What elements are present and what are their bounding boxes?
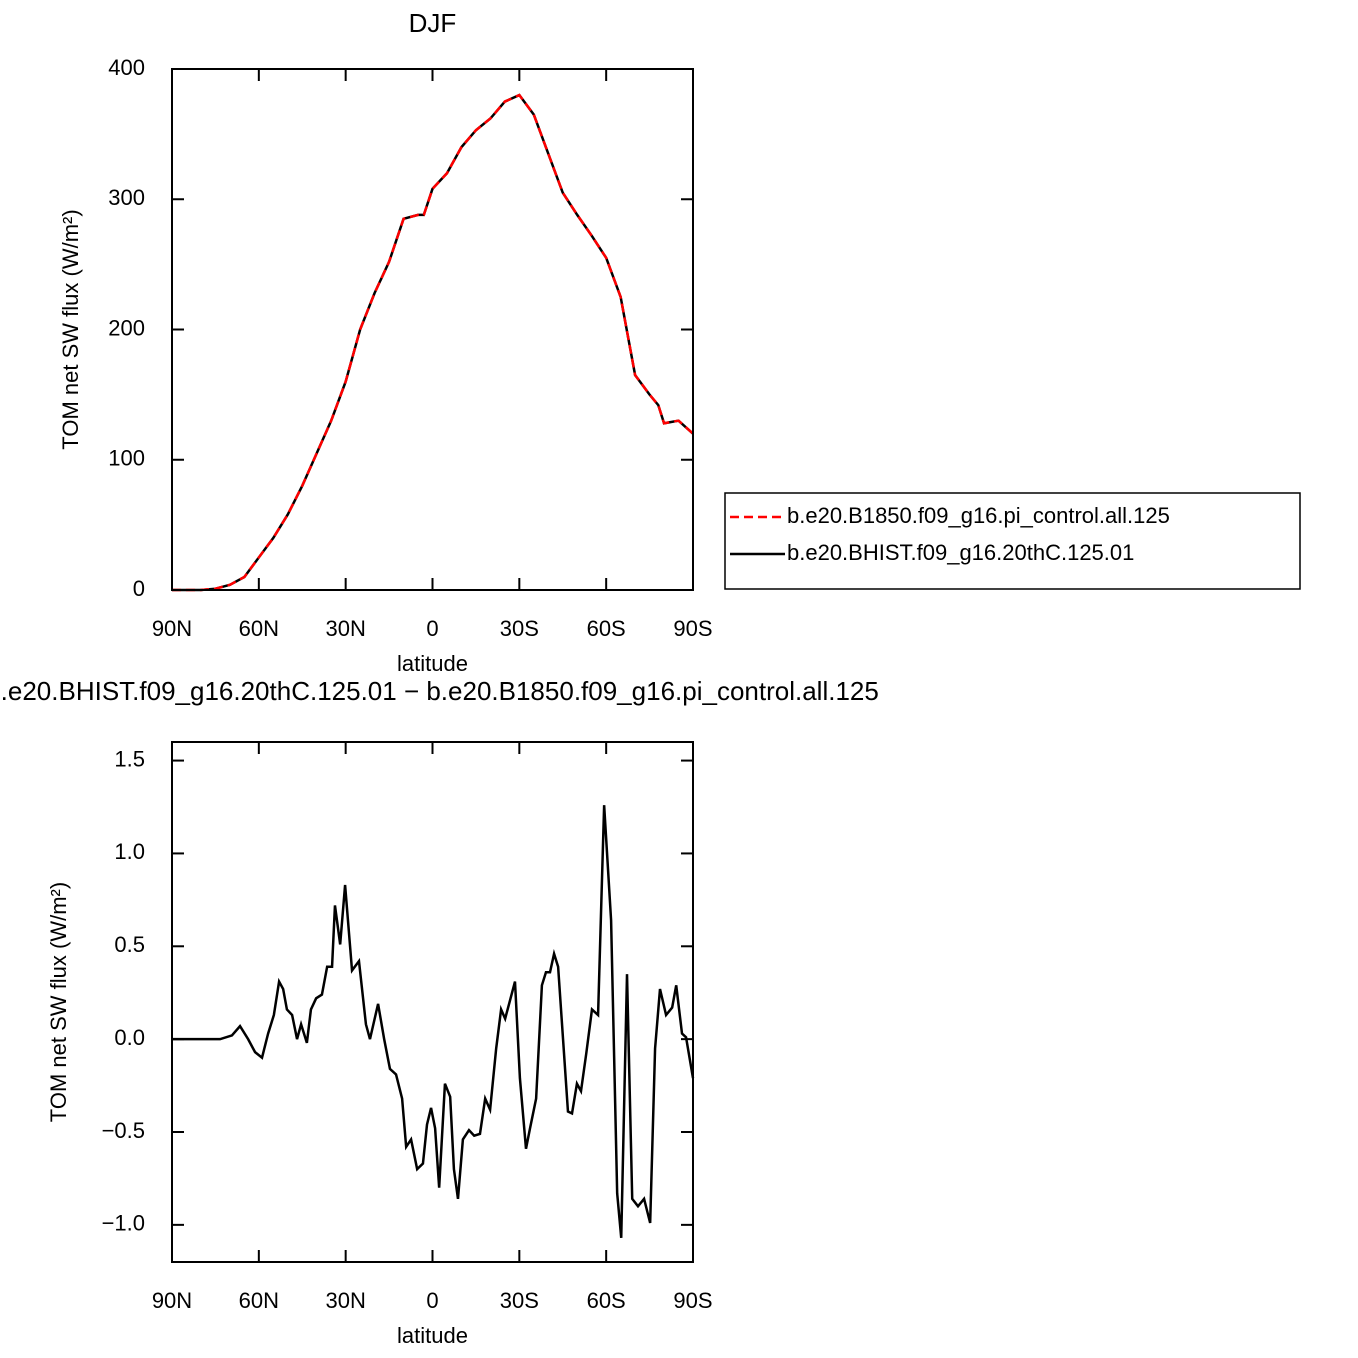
y-tick-label: 1.5 xyxy=(114,746,145,771)
y-tick-label: −0.5 xyxy=(102,1118,145,1143)
data-line xyxy=(172,93,694,592)
y-tick-label: 1.0 xyxy=(114,839,145,864)
x-tick-label: 60N xyxy=(239,1288,279,1313)
data-line xyxy=(172,805,695,1238)
x-tick-label: 30S xyxy=(500,1288,539,1313)
data-line xyxy=(172,93,694,592)
plot-frame xyxy=(171,68,694,591)
x-tick-label: 60S xyxy=(587,1288,626,1313)
y-tick-label: −1.0 xyxy=(102,1211,145,1236)
legend-box xyxy=(724,492,1301,590)
y-tick-label: 0.5 xyxy=(114,932,145,957)
y-tick-label: 0.0 xyxy=(114,1025,145,1050)
x-tick-label: 60N xyxy=(239,616,279,641)
x-axis-label: latitude xyxy=(397,651,468,676)
y-tick-label: 0 xyxy=(133,576,145,601)
plot-frame xyxy=(171,741,694,1263)
chart-title: DJF xyxy=(409,8,457,38)
x-tick-label: 90N xyxy=(152,616,192,641)
x-tick-label: 30N xyxy=(325,616,365,641)
y-axis-label: TOM net SW flux (W/m²) xyxy=(46,882,71,1122)
x-tick-label: 0 xyxy=(426,616,438,641)
y-tick-label: 200 xyxy=(108,315,145,340)
x-tick-label: 0 xyxy=(426,1288,438,1313)
chart-title: b.e20.BHIST.f09_g16.20thC.125.01 − b.e20… xyxy=(0,676,879,706)
legend-label: b.e20.BHIST.f09_g16.20thC.125.01 xyxy=(787,540,1134,565)
x-tick-label: 30N xyxy=(325,1288,365,1313)
x-tick-label: 60S xyxy=(587,616,626,641)
y-axis-label: TOM net SW flux (W/m²) xyxy=(58,209,83,449)
x-tick-label: 90S xyxy=(673,616,712,641)
y-tick-label: 100 xyxy=(108,446,145,471)
x-tick-label: 90S xyxy=(673,1288,712,1313)
y-tick-label: 300 xyxy=(108,185,145,210)
y-tick-label: 400 xyxy=(108,55,145,80)
x-tick-label: 30S xyxy=(500,616,539,641)
legend-label: b.e20.B1850.f09_g16.pi_control.all.125 xyxy=(787,503,1170,528)
x-axis-label: latitude xyxy=(397,1323,468,1348)
x-tick-label: 90N xyxy=(152,1288,192,1313)
